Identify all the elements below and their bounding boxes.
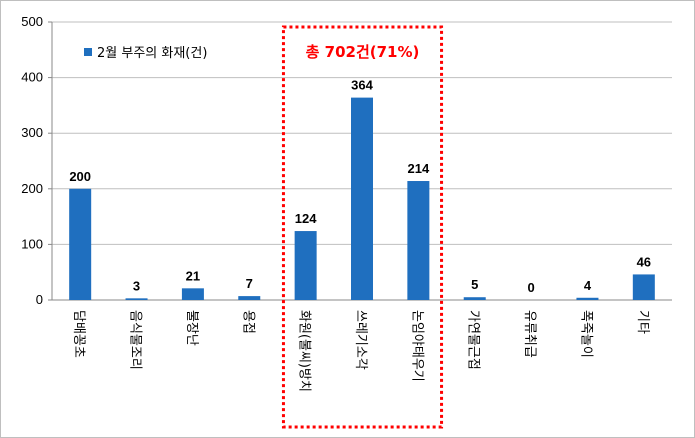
bar-7 [463,297,486,300]
bar-9 [576,297,599,300]
highlight-box [281,25,444,429]
category-label: 폭죽놀이 [578,310,593,358]
bar-10 [632,274,655,300]
value-label: 21 [186,268,200,283]
value-label: 214 [408,161,430,176]
value-label: 364 [351,78,373,93]
category-label: 쓰레기소각 [353,310,368,370]
y-tick-label: 100 [21,236,43,251]
value-labels: 200 3 21 7 124 364 214 5 0 4 46 [69,78,651,295]
category-label: 논임야태우기 [409,310,424,382]
bar-4 [294,231,317,300]
bar-2 [181,288,204,300]
value-label: 3 [133,278,140,293]
category-label: 담배꽁초 [71,310,86,358]
value-label: 5 [471,277,478,292]
category-label: 유류취급 [522,310,537,358]
category-label: 음식물조리 [128,310,143,370]
category-label: 불장난 [184,310,199,346]
bar-0 [69,188,92,300]
y-tick-label: 500 [21,14,43,29]
value-label: 124 [295,211,317,226]
y-tick-label: 300 [21,125,43,140]
value-label: 0 [527,280,534,295]
category-label: 가연물근접 [466,310,481,370]
y-tick-label: 0 [36,292,43,307]
value-label: 46 [637,254,651,269]
value-label: 200 [69,169,91,184]
value-label: 7 [246,276,253,291]
y-tick-label: 400 [21,70,43,85]
category-label: 기타 [635,310,650,334]
bars [69,97,655,300]
bar-6 [407,181,430,300]
bar-1 [125,298,148,300]
bar-5 [351,97,373,300]
category-label: 화원(불씨)방치 [297,310,312,392]
value-label: 4 [584,278,592,293]
category-label: 용접 [240,310,255,334]
total-annotation: 총 702건(71%) [306,43,420,61]
category-labels: 담배꽁초 음식물조리 불장난 용접 화원(불씨)방치 쓰레기소각 논임야태우기 가연물근접 유류… [71,310,650,392]
bar-3 [238,296,261,300]
y-axis: 0 100 200 300 400 500 [21,14,672,307]
legend-label: 2월 부주의 화재(건) [97,46,207,61]
y-tick-label: 200 [21,181,43,196]
legend-swatch [84,48,92,56]
